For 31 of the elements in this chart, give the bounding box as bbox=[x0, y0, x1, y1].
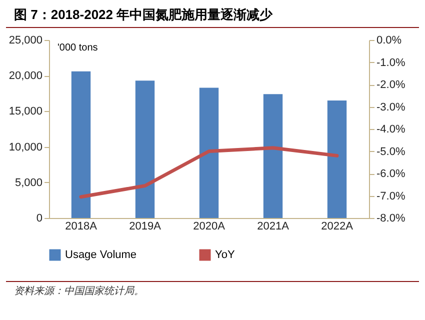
bar bbox=[327, 100, 347, 218]
y2-tick-label: -1.0% bbox=[376, 56, 406, 69]
y-tick-label: 15,000 bbox=[8, 106, 42, 118]
bar bbox=[263, 94, 283, 218]
x-tick-label: 2020A bbox=[193, 220, 226, 232]
chart-title: 图 7：2018-2022 年中国氮肥施用量逐渐减少 bbox=[6, 0, 419, 28]
bar bbox=[199, 88, 219, 218]
y2-tick-label: -3.0% bbox=[376, 101, 406, 114]
y2-tick-label: -2.0% bbox=[376, 79, 406, 91]
bar bbox=[135, 80, 155, 218]
x-tick-label: 2022A bbox=[321, 220, 354, 232]
x-tick-label: 2021A bbox=[257, 220, 290, 232]
y-tick-label: 5,000 bbox=[14, 176, 42, 189]
y2-tick-label: -8.0% bbox=[376, 212, 406, 224]
y-tick-label: 20,000 bbox=[8, 70, 42, 82]
y-tick-label: 0 bbox=[36, 212, 42, 224]
y2-tick-label: -6.0% bbox=[376, 168, 406, 180]
legend-label: YoY bbox=[215, 249, 236, 261]
legend-label: Usage Volume bbox=[65, 249, 137, 261]
y-tick-label: 25,000 bbox=[8, 34, 42, 46]
y2-tick-label: 0.0% bbox=[376, 34, 402, 46]
y-tick-label: 10,000 bbox=[8, 141, 42, 154]
y2-tick-label: -5.0% bbox=[376, 146, 406, 158]
y2-tick-label: -7.0% bbox=[376, 190, 406, 202]
y2-tick-label: -4.0% bbox=[376, 124, 406, 136]
bar bbox=[71, 71, 91, 218]
line-series bbox=[79, 146, 339, 199]
x-tick-label: 2019A bbox=[129, 220, 162, 232]
text: 资料来源：中国国家统计局。 bbox=[6, 281, 419, 298]
x-tick-label: 2018A bbox=[65, 220, 98, 232]
y-axis-title: '000 tons bbox=[58, 42, 98, 54]
